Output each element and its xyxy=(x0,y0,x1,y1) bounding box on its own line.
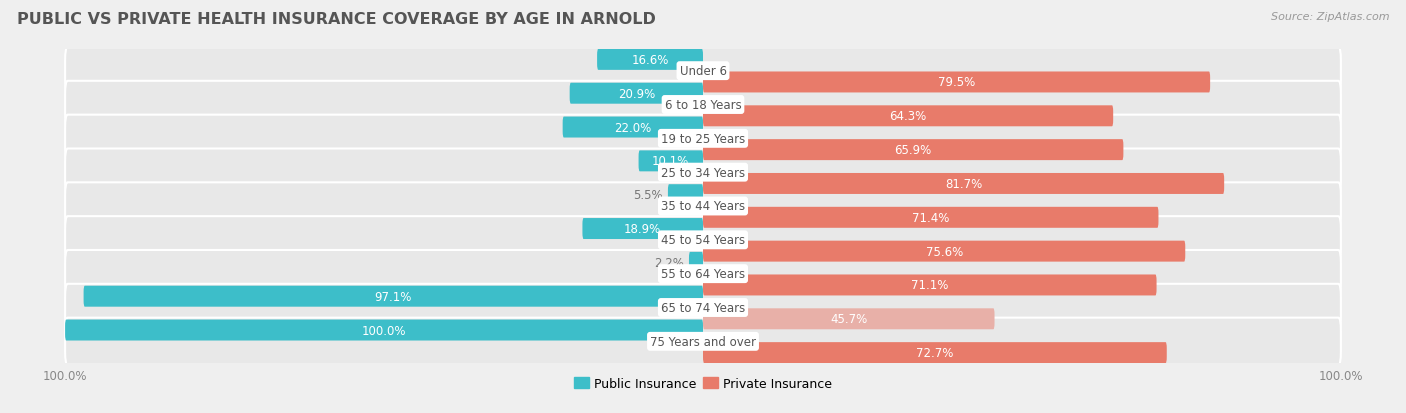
Text: 100.0%: 100.0% xyxy=(361,324,406,337)
Text: 2.2%: 2.2% xyxy=(654,256,683,269)
FancyBboxPatch shape xyxy=(703,173,1225,195)
Text: 45.7%: 45.7% xyxy=(830,313,868,325)
Text: 65 to 74 Years: 65 to 74 Years xyxy=(661,301,745,314)
Text: 72.7%: 72.7% xyxy=(917,346,953,359)
Text: 22.0%: 22.0% xyxy=(614,121,651,134)
Text: 6 to 18 Years: 6 to 18 Years xyxy=(665,99,741,112)
FancyBboxPatch shape xyxy=(65,250,1341,298)
FancyBboxPatch shape xyxy=(703,72,1211,93)
Text: 45 to 54 Years: 45 to 54 Years xyxy=(661,234,745,247)
Text: Source: ZipAtlas.com: Source: ZipAtlas.com xyxy=(1271,12,1389,22)
Text: PUBLIC VS PRIVATE HEALTH INSURANCE COVERAGE BY AGE IN ARNOLD: PUBLIC VS PRIVATE HEALTH INSURANCE COVER… xyxy=(17,12,655,27)
Text: 71.4%: 71.4% xyxy=(912,211,949,224)
Text: 65.9%: 65.9% xyxy=(894,144,932,157)
FancyBboxPatch shape xyxy=(65,82,1341,129)
FancyBboxPatch shape xyxy=(703,140,1123,161)
FancyBboxPatch shape xyxy=(668,185,703,206)
FancyBboxPatch shape xyxy=(65,217,1341,264)
FancyBboxPatch shape xyxy=(65,318,1341,365)
FancyBboxPatch shape xyxy=(638,151,703,172)
FancyBboxPatch shape xyxy=(65,320,703,341)
Text: 10.1%: 10.1% xyxy=(652,155,689,168)
FancyBboxPatch shape xyxy=(83,286,703,307)
Text: 16.6%: 16.6% xyxy=(631,54,669,67)
Text: 79.5%: 79.5% xyxy=(938,76,976,89)
FancyBboxPatch shape xyxy=(703,106,1114,127)
FancyBboxPatch shape xyxy=(689,252,703,273)
Text: 18.9%: 18.9% xyxy=(624,223,661,235)
FancyBboxPatch shape xyxy=(703,241,1185,262)
Text: 19 to 25 Years: 19 to 25 Years xyxy=(661,133,745,145)
Text: 75.6%: 75.6% xyxy=(925,245,963,258)
Text: 75 Years and over: 75 Years and over xyxy=(650,335,756,348)
FancyBboxPatch shape xyxy=(582,218,703,240)
Text: 71.1%: 71.1% xyxy=(911,279,949,292)
Text: 35 to 44 Years: 35 to 44 Years xyxy=(661,200,745,213)
FancyBboxPatch shape xyxy=(65,284,1341,331)
Text: 55 to 64 Years: 55 to 64 Years xyxy=(661,268,745,280)
FancyBboxPatch shape xyxy=(562,117,703,138)
FancyBboxPatch shape xyxy=(65,48,1341,95)
Legend: Public Insurance, Private Insurance: Public Insurance, Private Insurance xyxy=(569,372,837,395)
FancyBboxPatch shape xyxy=(598,50,703,71)
FancyBboxPatch shape xyxy=(703,342,1167,363)
FancyBboxPatch shape xyxy=(65,149,1341,196)
FancyBboxPatch shape xyxy=(703,207,1159,228)
Text: 81.7%: 81.7% xyxy=(945,178,983,190)
Text: 5.5%: 5.5% xyxy=(633,189,662,202)
FancyBboxPatch shape xyxy=(703,275,1157,296)
Text: 20.9%: 20.9% xyxy=(617,88,655,100)
FancyBboxPatch shape xyxy=(569,83,703,104)
Text: Under 6: Under 6 xyxy=(679,65,727,78)
FancyBboxPatch shape xyxy=(65,183,1341,230)
FancyBboxPatch shape xyxy=(703,309,994,330)
Text: 25 to 34 Years: 25 to 34 Years xyxy=(661,166,745,179)
Text: 64.3%: 64.3% xyxy=(890,110,927,123)
Text: 97.1%: 97.1% xyxy=(374,290,412,303)
FancyBboxPatch shape xyxy=(65,115,1341,163)
